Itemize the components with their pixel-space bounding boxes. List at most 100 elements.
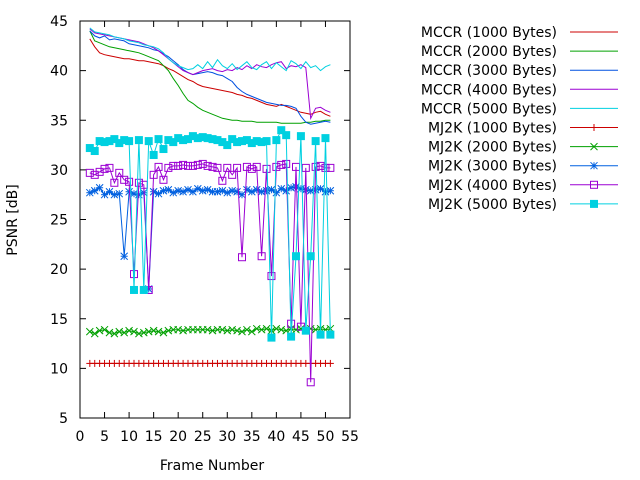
x-tick-label: 30	[218, 429, 236, 445]
data-point	[125, 137, 134, 146]
data-point	[238, 253, 246, 262]
data-point	[130, 327, 138, 336]
y-tick-label: 15	[50, 312, 68, 328]
data-point	[164, 163, 173, 172]
data-point	[316, 161, 325, 170]
data-point	[179, 326, 187, 335]
data-point	[179, 160, 188, 169]
series-line	[89, 28, 331, 121]
y-axis-title: PSNR [dB]	[5, 184, 21, 255]
data-point	[238, 327, 246, 336]
data-point	[272, 188, 281, 197]
data-point	[174, 186, 183, 195]
data-point	[115, 327, 124, 336]
data-point	[228, 186, 237, 195]
data-point	[120, 328, 129, 337]
y-tick-label: 5	[59, 411, 68, 427]
data-point	[272, 136, 281, 145]
data-point	[277, 160, 286, 169]
data-point	[218, 325, 227, 334]
data-point	[590, 180, 598, 189]
data-point	[218, 176, 227, 185]
data-point	[144, 327, 153, 336]
x-tick-label: 15	[145, 429, 163, 445]
data-point	[198, 186, 207, 195]
data-point	[267, 272, 276, 281]
x-tick-label: 20	[169, 429, 187, 445]
plot-frame	[79, 20, 351, 419]
data-point	[105, 163, 114, 172]
data-point	[169, 161, 178, 170]
series-group	[86, 359, 334, 367]
x-tick-label: 25	[194, 429, 212, 445]
data-point	[257, 187, 266, 196]
data-point	[95, 183, 104, 192]
data-point	[154, 162, 163, 171]
data-point	[208, 162, 217, 171]
data-point	[125, 326, 133, 335]
x-tick-label: 40	[267, 429, 285, 445]
legend-label: MCCR (2000 Bytes)	[421, 44, 557, 60]
legend-entry: MCCR (5000 Bytes)	[421, 101, 618, 117]
series-line	[89, 27, 331, 72]
data-point	[296, 132, 305, 141]
y-tick-label: 10	[50, 361, 68, 377]
data-point	[282, 131, 291, 140]
data-point	[159, 328, 168, 337]
series-layer	[85, 27, 335, 387]
y-tick-label: 25	[50, 213, 68, 229]
data-point	[306, 252, 315, 261]
data-point	[287, 183, 295, 192]
y-tick-label: 30	[50, 163, 68, 179]
legend-label: MJ2K (1000 Bytes)	[428, 121, 557, 137]
legend-entry: MJ2K (4000 Bytes)	[428, 178, 618, 194]
data-point	[90, 186, 99, 195]
data-point	[134, 136, 143, 145]
data-point	[154, 327, 163, 336]
data-point	[90, 170, 99, 179]
data-point	[233, 326, 241, 335]
data-point	[164, 326, 173, 335]
data-point	[272, 162, 281, 171]
data-point	[311, 162, 320, 171]
data-point	[306, 378, 315, 387]
series-group	[89, 38, 331, 117]
series-group	[89, 30, 331, 125]
data-point	[301, 326, 310, 335]
legend-label: MJ2K (5000 Bytes)	[428, 197, 557, 213]
legend-entry: MJ2K (5000 Bytes)	[428, 197, 618, 213]
data-point	[159, 175, 168, 184]
data-point	[316, 330, 325, 339]
data-point	[321, 134, 330, 143]
series-group	[85, 126, 335, 342]
y-tick-label: 35	[50, 113, 68, 129]
data-point	[326, 330, 335, 339]
data-point	[95, 326, 104, 335]
data-point	[184, 161, 192, 170]
data-point	[139, 328, 148, 337]
data-point	[130, 285, 138, 294]
axis-ticks	[79, 20, 351, 419]
data-point	[193, 160, 202, 169]
data-point	[590, 142, 598, 151]
data-point	[144, 137, 153, 146]
legend-entry: MCCR (3000 Bytes)	[421, 63, 618, 79]
series-group	[85, 324, 335, 338]
data-point	[257, 325, 266, 334]
data-point	[228, 170, 237, 179]
data-point	[149, 170, 158, 179]
data-point	[282, 159, 291, 168]
x-tick-label: 0	[76, 429, 85, 445]
data-point	[262, 137, 271, 146]
data-point	[208, 326, 217, 335]
data-point	[149, 326, 158, 335]
data-point	[169, 188, 178, 197]
data-point	[85, 168, 94, 177]
data-point	[90, 329, 99, 338]
series-line	[89, 30, 331, 124]
legend-entry: MCCR (2000 Bytes)	[421, 44, 618, 60]
legend-entry: MCCR (1000 Bytes)	[421, 25, 618, 41]
data-point	[292, 252, 300, 261]
data-point	[311, 137, 320, 146]
